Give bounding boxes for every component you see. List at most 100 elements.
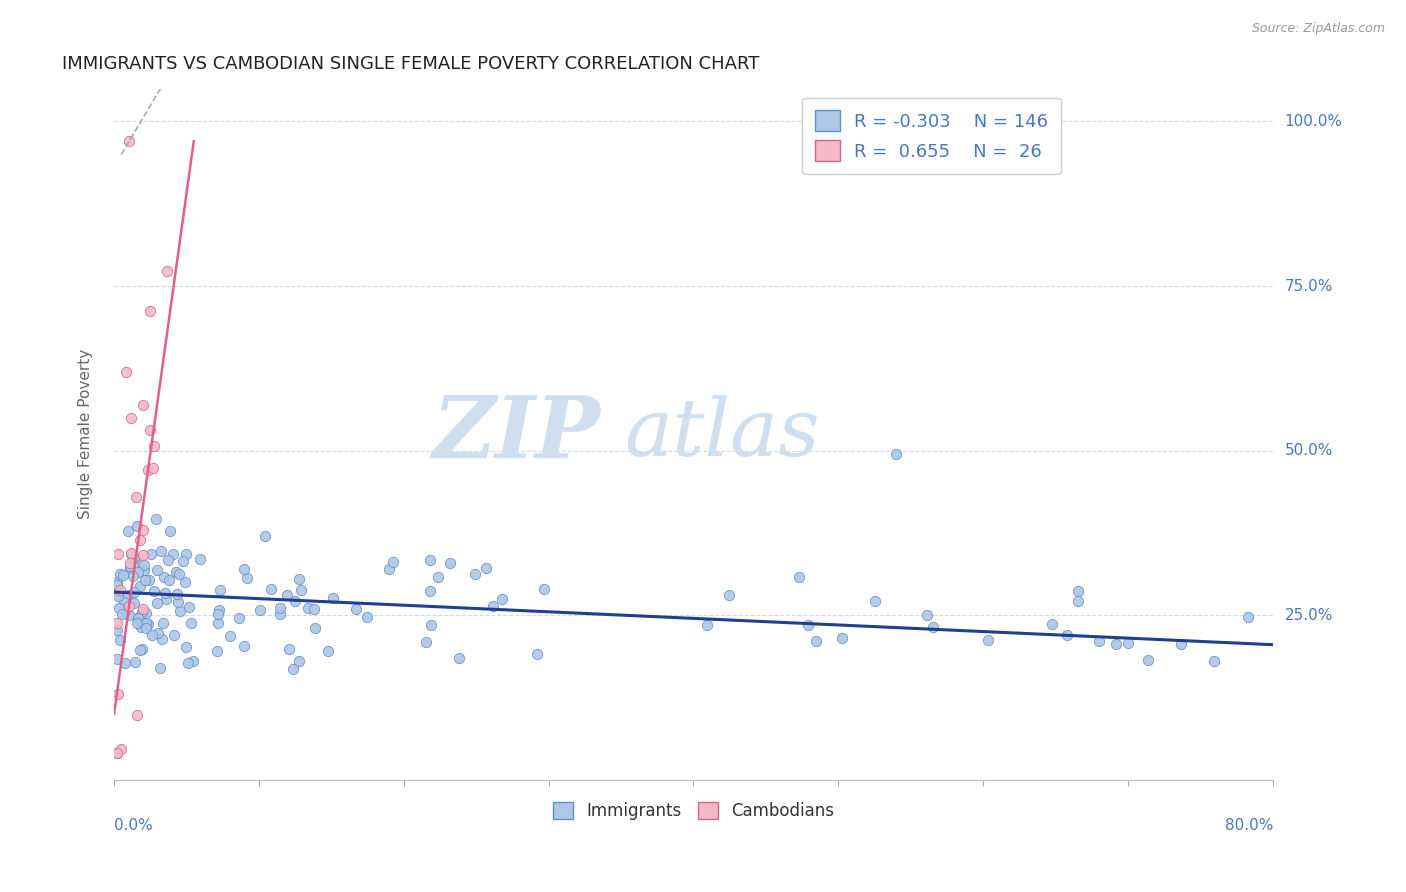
Point (174, 547, 197, 561)
Point (105, 574, 128, 589)
Point (449, 651, 471, 665)
Point (419, 583, 441, 598)
Point (290, 582, 312, 597)
Point (105, 747, 128, 761)
Point (111, 607, 134, 621)
Point (863, 593, 886, 607)
Point (146, 563, 169, 577)
Point (787, 570, 810, 584)
Point (276, 588, 298, 602)
Point (136, 463, 159, 477)
Point (132, 398, 155, 412)
Point (155, 592, 177, 607)
Point (1136, 653, 1159, 667)
Point (135, 615, 157, 630)
Point (427, 570, 450, 584)
Point (120, 560, 142, 574)
Point (127, 518, 149, 533)
Point (139, 304, 162, 318)
Point (249, 602, 271, 616)
Point (110, 567, 132, 582)
Point (356, 609, 378, 624)
Point (117, 134, 139, 148)
Text: atlas: atlas (624, 395, 820, 473)
Text: 80.0%: 80.0% (1225, 818, 1272, 832)
Point (149, 543, 172, 558)
Point (177, 599, 200, 614)
Point (125, 490, 148, 504)
Point (1105, 637, 1128, 651)
Point (156, 264, 179, 278)
Point (108, 601, 131, 615)
Y-axis label: Single Female Poverty: Single Female Poverty (79, 349, 93, 519)
Point (475, 560, 498, 574)
Point (173, 575, 195, 590)
Point (107, 547, 129, 561)
Point (152, 569, 174, 583)
Point (163, 628, 186, 642)
Point (107, 584, 129, 599)
Point (129, 620, 152, 634)
Point (797, 618, 820, 632)
Point (316, 644, 339, 658)
Point (464, 566, 486, 581)
Point (129, 642, 152, 657)
Point (169, 604, 191, 618)
Point (696, 618, 718, 632)
Point (207, 603, 229, 617)
Point (120, 546, 142, 560)
Point (181, 654, 204, 668)
Point (118, 608, 141, 623)
Point (120, 559, 142, 574)
Point (142, 460, 165, 475)
Point (166, 587, 188, 601)
Point (117, 524, 139, 538)
Text: 0.0%: 0.0% (114, 818, 153, 832)
Point (114, 604, 136, 618)
Point (134, 563, 156, 577)
Point (382, 555, 405, 569)
Point (228, 611, 250, 625)
Point (1040, 617, 1063, 632)
Point (131, 642, 153, 657)
Point (177, 656, 200, 670)
Point (120, 547, 142, 561)
Point (132, 616, 155, 631)
Point (111, 568, 134, 582)
Point (121, 410, 143, 425)
Point (122, 585, 145, 599)
Point (122, 550, 145, 565)
Point (166, 595, 188, 609)
Point (107, 688, 129, 702)
Point (132, 523, 155, 537)
Point (141, 628, 163, 642)
Point (533, 582, 555, 596)
Point (127, 611, 149, 625)
Point (162, 548, 184, 562)
Point (254, 529, 277, 543)
Point (105, 578, 128, 592)
Point (526, 647, 548, 661)
Point (110, 633, 132, 648)
Point (207, 607, 229, 621)
Point (269, 607, 291, 621)
Point (1067, 593, 1090, 607)
Point (260, 582, 283, 597)
Point (150, 632, 173, 647)
Point (117, 589, 139, 603)
Point (127, 565, 149, 579)
Point (105, 615, 128, 630)
Legend: Immigrants, Cambodians: Immigrants, Cambodians (546, 795, 841, 827)
Point (148, 661, 170, 675)
Point (884, 447, 907, 461)
Point (717, 588, 740, 602)
Point (219, 629, 242, 643)
Point (180, 615, 202, 630)
Point (124, 596, 146, 610)
Point (419, 553, 441, 567)
Point (1067, 583, 1090, 598)
Point (134, 573, 156, 587)
Point (415, 635, 437, 649)
Point (977, 633, 1000, 648)
Text: 75.0%: 75.0% (1285, 278, 1333, 293)
